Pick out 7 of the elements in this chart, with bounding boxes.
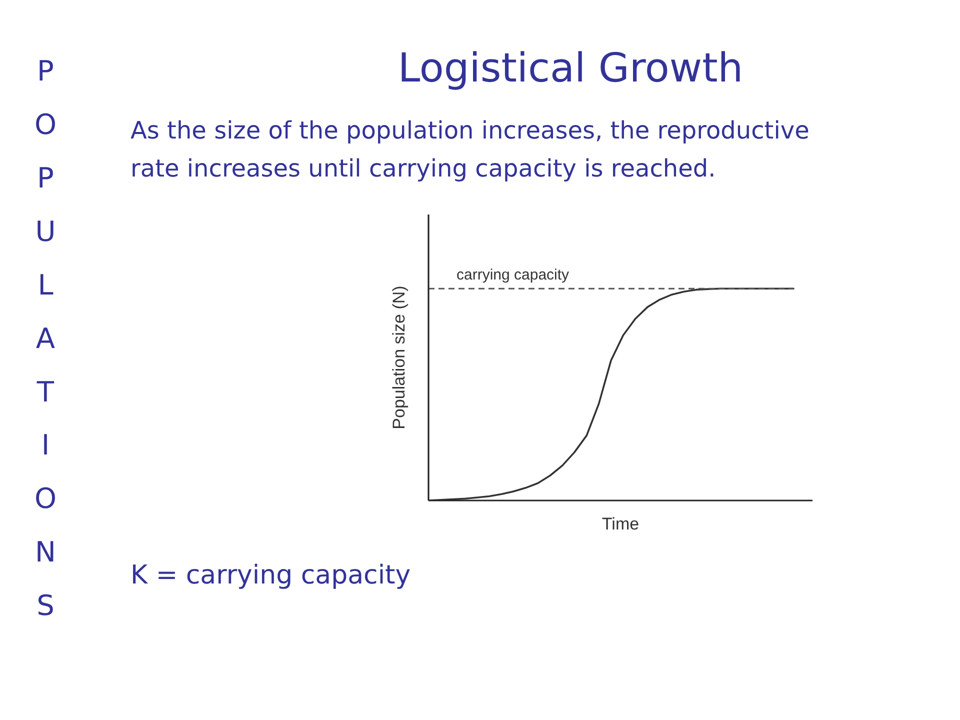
text: POPULATIONS: [34, 54, 57, 622]
text: K = carrying capacity: [130, 560, 411, 590]
x-axis-title: Time: [602, 514, 640, 534]
chart-subtitle: As the size of the population increases, the reproductive rate increases until carrying capacity is reached.: [130, 116, 810, 182]
ref-line-label: carrying capacity: [456, 266, 570, 284]
y-axis-title: Population size (N): [390, 286, 408, 430]
chart-title: Logistical Growth: [398, 46, 744, 92]
